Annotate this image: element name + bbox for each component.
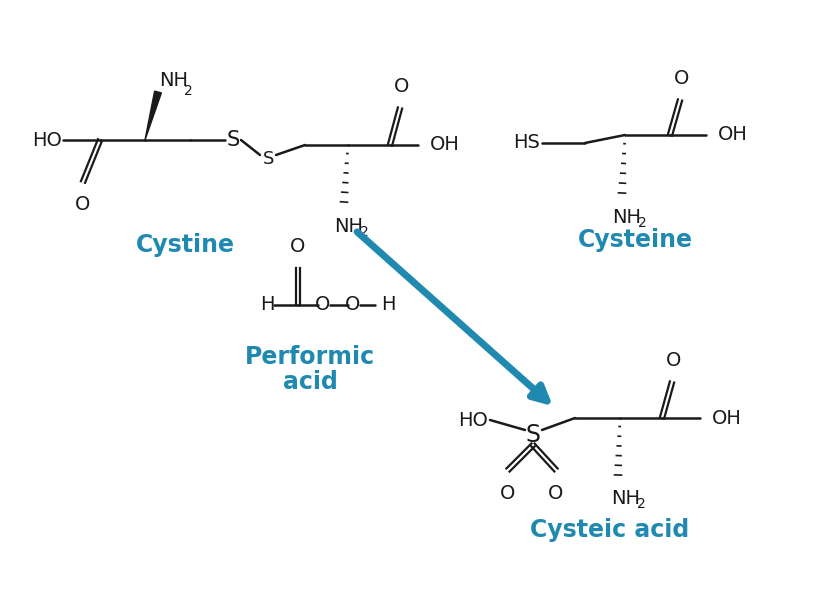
- Text: 2: 2: [183, 84, 192, 98]
- Text: O: O: [394, 77, 410, 96]
- Text: O: O: [75, 195, 91, 214]
- Text: NH: NH: [335, 217, 363, 236]
- Text: O: O: [290, 237, 306, 256]
- Text: 2: 2: [638, 216, 647, 230]
- Text: OH: OH: [712, 409, 742, 427]
- Text: S: S: [263, 150, 275, 168]
- Text: NH: NH: [613, 208, 642, 227]
- Text: HO: HO: [458, 410, 488, 430]
- Text: OH: OH: [718, 126, 748, 144]
- Text: Cystine: Cystine: [135, 233, 235, 257]
- Text: HS: HS: [513, 134, 540, 152]
- Text: NH: NH: [611, 489, 640, 508]
- Text: HO: HO: [32, 131, 62, 149]
- Text: O: O: [345, 296, 361, 314]
- Text: Cysteic acid: Cysteic acid: [530, 518, 690, 542]
- Text: S: S: [226, 130, 240, 150]
- Text: NH: NH: [159, 71, 188, 90]
- Polygon shape: [145, 91, 161, 140]
- Text: Cysteine: Cysteine: [577, 228, 692, 252]
- Text: O: O: [667, 351, 681, 370]
- Text: O: O: [316, 296, 330, 314]
- Text: O: O: [674, 69, 690, 88]
- Text: H: H: [259, 296, 274, 314]
- Text: H: H: [381, 296, 396, 314]
- Text: S: S: [525, 423, 540, 447]
- Text: O: O: [501, 484, 515, 503]
- Text: Performic: Performic: [245, 345, 375, 369]
- Text: O: O: [548, 484, 563, 503]
- Text: 2: 2: [359, 225, 368, 239]
- Text: 2: 2: [637, 497, 645, 511]
- Text: acid: acid: [282, 370, 338, 394]
- Text: OH: OH: [430, 135, 460, 155]
